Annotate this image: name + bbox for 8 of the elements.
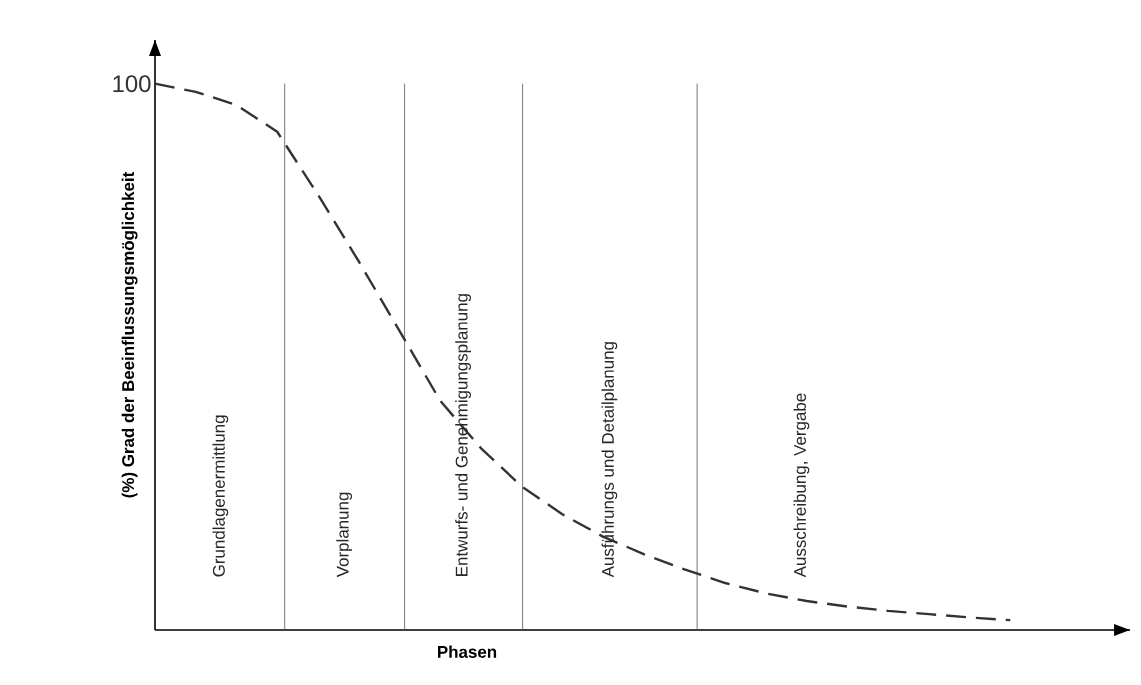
- annotation: 100: [113, 75, 151, 93]
- x-axis-title: Phasen: [438, 645, 497, 658]
- y-axis-title: (%) Grad der Beeinflussungsmöglichkeit: [121, 171, 138, 498]
- annotation: Ausschreibung, Vergabe: [793, 393, 810, 578]
- annotation: Grundlagenermittlung: [212, 415, 229, 577]
- annotation: Ausführungs und Detailplanung: [601, 342, 618, 578]
- annotation: Entwurfs- und Genehmigungsplanung: [455, 294, 471, 576]
- annotation: Vorplanung: [336, 492, 353, 578]
